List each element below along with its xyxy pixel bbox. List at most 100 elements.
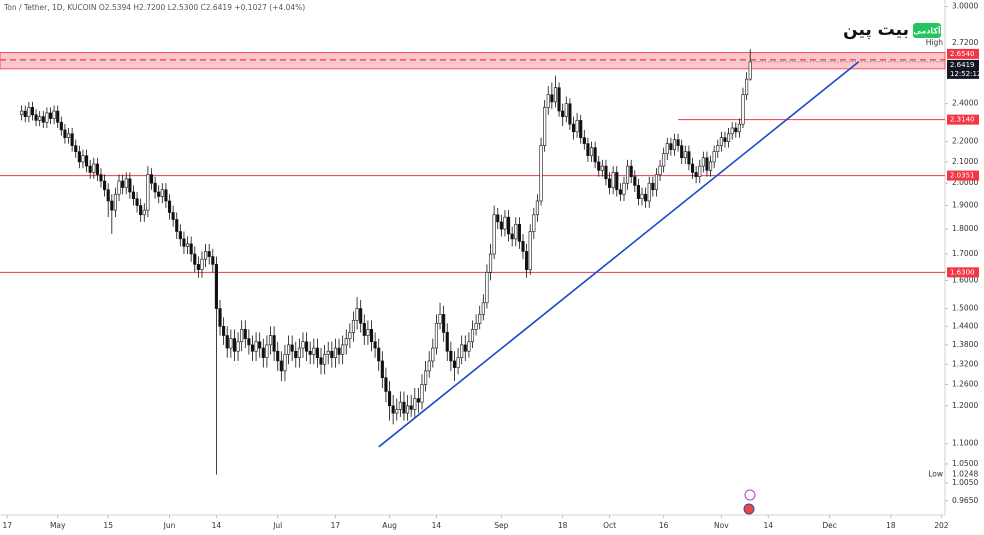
candle-body	[301, 341, 305, 349]
x-tick-label: 14	[432, 521, 442, 530]
candle-body	[196, 264, 200, 270]
candle-body	[27, 107, 31, 117]
level-label: 2.3140	[950, 116, 975, 124]
candle-body	[41, 116, 45, 123]
candle-body	[243, 329, 247, 339]
candle-body	[373, 341, 377, 349]
candle-body	[680, 145, 684, 159]
candle-body	[330, 350, 334, 359]
candle-body	[189, 243, 193, 255]
y-tick-label: 1.2000	[952, 401, 978, 410]
logo-badge-bg	[913, 23, 941, 38]
x-tick-label: 18	[558, 521, 568, 530]
candle-body	[369, 329, 374, 343]
candle-body	[81, 155, 85, 163]
candle-body	[636, 185, 640, 200]
logo: آکادمی بیت پین	[843, 20, 941, 40]
candle-body	[265, 344, 269, 359]
candle-body	[510, 233, 514, 240]
candle-body	[153, 182, 157, 193]
candle-body	[178, 231, 182, 240]
y-tick-label: 1.0050	[952, 478, 978, 487]
candle-body	[366, 329, 370, 336]
candle-body	[250, 344, 255, 352]
event-icon	[743, 503, 755, 515]
candle-body	[676, 139, 680, 146]
candle-body	[377, 347, 381, 362]
candle-body	[23, 110, 27, 117]
candle-body	[683, 151, 687, 159]
candle-body	[38, 116, 42, 121]
candle-body	[351, 320, 356, 333]
candle-body	[204, 251, 208, 260]
y-tick-label: 3.0000	[952, 1, 978, 10]
candle-body	[694, 172, 698, 177]
candle-body	[499, 221, 503, 230]
candle-body	[52, 110, 56, 119]
candle-body	[604, 165, 608, 180]
y-tick-label: 1.1000	[952, 439, 978, 448]
candle-body	[254, 341, 258, 352]
event-icon	[744, 489, 756, 501]
candle-body	[232, 338, 237, 352]
candle-body	[593, 147, 597, 163]
candle-body	[193, 253, 197, 265]
candle-body	[568, 103, 572, 125]
candle-body	[149, 174, 154, 184]
candle-body	[586, 143, 590, 157]
candle-body	[88, 165, 92, 173]
y-tick-label: 1.3200	[952, 359, 978, 368]
logo-badge: آکادمی	[913, 26, 941, 36]
x-tick-label: 17	[2, 521, 12, 530]
candle-body	[99, 174, 103, 182]
candle-body	[712, 151, 716, 163]
candle-body	[312, 347, 316, 355]
candle-body	[716, 145, 720, 152]
candle-body	[539, 145, 543, 202]
y-tick-label: 2.2000	[952, 137, 978, 146]
candle-body	[348, 332, 352, 339]
candle-body	[286, 344, 291, 355]
candle-body	[690, 163, 695, 173]
level-label-box	[947, 114, 979, 125]
candle-body	[185, 243, 190, 247]
candle-body	[160, 189, 164, 197]
candle-body	[326, 350, 330, 355]
candle-body	[200, 258, 204, 270]
level-label-box	[947, 170, 979, 181]
candle-body	[550, 94, 554, 103]
candle-body	[124, 178, 128, 188]
candle-body	[553, 87, 558, 103]
candle-body	[525, 251, 529, 270]
candle-body	[229, 338, 233, 349]
candle-body	[597, 161, 601, 171]
header: Ton / Tether, 1D, KUCOIN O2.5394 H2.7200…	[3, 3, 305, 12]
candle-body	[416, 398, 420, 403]
candle-body	[395, 409, 399, 414]
candle-body	[157, 191, 161, 197]
candle-body	[672, 139, 677, 150]
candle-body	[290, 344, 294, 352]
x-tick-label: Sep	[494, 521, 508, 530]
x-tick-label: May	[50, 521, 66, 530]
y-tick-label: 1.3800	[952, 340, 978, 349]
candle-body	[503, 216, 507, 230]
candle-body	[481, 302, 485, 315]
candle-body	[557, 87, 561, 112]
candle-body	[561, 110, 565, 117]
candle-body	[268, 335, 273, 346]
y-tick-label: 1.9000	[952, 201, 978, 210]
candle-body	[658, 165, 662, 175]
candle-body	[387, 391, 392, 407]
level-label: 2.0351	[950, 172, 975, 180]
candle-body	[66, 133, 71, 139]
candle-body	[420, 384, 424, 403]
level-label-box	[947, 48, 979, 59]
candle-body	[622, 182, 626, 195]
x-tick-label: 16	[659, 521, 669, 530]
candle-body	[478, 314, 482, 324]
candle-body	[514, 223, 518, 240]
candle-body	[734, 127, 738, 133]
candle-body	[665, 143, 669, 154]
